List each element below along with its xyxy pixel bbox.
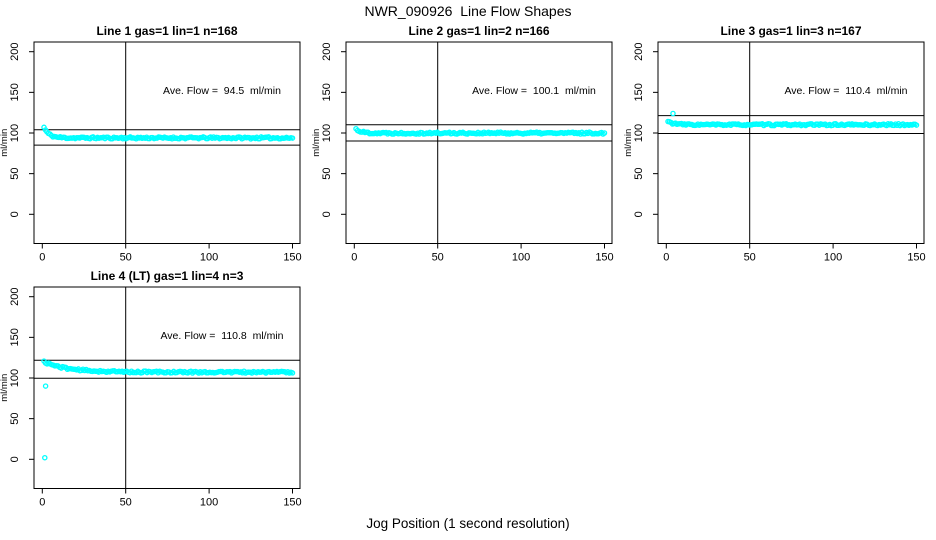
subplot-title: Line 1 gas=1 lin=1 n=168 xyxy=(96,24,238,38)
y-axis: 0 50 100 150 200 xyxy=(9,288,34,462)
plot-box xyxy=(33,41,301,244)
x-tick-label: 0 xyxy=(351,252,357,264)
data-point xyxy=(289,370,296,376)
ave-flow-annotation: Ave. Flow = 100.1 ml/min xyxy=(472,85,596,97)
y-tick-label: 100 xyxy=(633,124,645,142)
x-axis: 0 50 100 150 xyxy=(663,243,926,264)
outlier-point xyxy=(42,383,49,389)
data-points xyxy=(41,358,296,461)
y-tick-label: 150 xyxy=(321,83,333,101)
plot-box xyxy=(657,41,925,244)
y-tick-label: 50 xyxy=(633,168,645,180)
y-axis-label: ml/min xyxy=(0,129,10,157)
y-tick-label: 50 xyxy=(321,168,333,180)
x-tick-label: 150 xyxy=(283,252,301,264)
data-point xyxy=(913,122,920,128)
outlier-point xyxy=(42,454,48,461)
subplot-title: Line 4 (LT) gas=1 lin=4 n=3 xyxy=(90,269,244,283)
x-tick-label: 0 xyxy=(39,252,45,264)
ave-flow-annotation: Ave. Flow = 94.5 ml/min xyxy=(163,85,281,97)
data-points xyxy=(353,125,608,137)
x-tick-label: 50 xyxy=(744,252,756,264)
plot-area: 0 50 100 150 0 50 100 150 200 ml/min xyxy=(624,41,926,264)
y-tick-label: 0 xyxy=(9,211,21,217)
y-axis: 0 50 100 150 200 xyxy=(633,43,658,217)
data-points xyxy=(41,124,296,142)
y-tick-label: 150 xyxy=(9,83,21,101)
y-axis-label: ml/min xyxy=(624,129,634,157)
subplot-title: Line 2 gas=1 lin=2 n=166 xyxy=(408,24,550,38)
x-axis: 0 50 100 150 xyxy=(351,243,614,264)
plot-box xyxy=(345,41,613,244)
ave-flow-annotation: Ave. Flow = 110.4 ml/min xyxy=(784,85,908,97)
y-tick-label: 200 xyxy=(9,43,21,61)
x-tick-label: 100 xyxy=(512,252,530,264)
x-tick-label: 150 xyxy=(283,497,301,509)
y-tick-label: 100 xyxy=(9,124,21,142)
x-tick-label: 50 xyxy=(120,252,132,264)
y-tick-label: 0 xyxy=(9,456,21,462)
subplot-title: Line 3 gas=1 lin=3 n=167 xyxy=(720,24,862,38)
y-axis: 0 50 100 150 200 xyxy=(9,43,34,217)
subplot-line-1: Line 1 gas=1 lin=1 n=168 Ave. Flow = 94.… xyxy=(0,20,312,265)
y-axis: 0 50 100 150 200 xyxy=(321,43,346,217)
y-tick-label: 50 xyxy=(9,168,21,180)
x-axis-global-label: Jog Position (1 second resolution) xyxy=(366,516,570,531)
plot-box xyxy=(33,286,301,489)
y-tick-label: 150 xyxy=(9,328,21,346)
x-tick-label: 150 xyxy=(907,252,925,264)
plot-area: 0 50 100 150 0 50 100 150 200 ml/min xyxy=(0,286,302,509)
outlier-point xyxy=(670,110,676,117)
y-tick-label: 50 xyxy=(9,413,21,425)
y-tick-label: 100 xyxy=(9,369,21,387)
plot-area: 0 50 100 150 0 50 100 150 200 ml/min xyxy=(312,41,614,264)
subplot-line-4: Line 4 (LT) gas=1 lin=4 n=3 Ave. Flow = … xyxy=(0,265,312,510)
x-tick-label: 100 xyxy=(200,252,218,264)
y-tick-label: 0 xyxy=(321,211,333,217)
ave-flow-annotation: Ave. Flow = 110.8 ml/min xyxy=(160,330,284,342)
x-tick-label: 0 xyxy=(663,252,669,264)
x-tick-label: 100 xyxy=(200,497,218,509)
y-tick-label: 200 xyxy=(321,43,333,61)
y-tick-label: 200 xyxy=(633,43,645,61)
subplot-line-2: Line 2 gas=1 lin=2 n=166 Ave. Flow = 100… xyxy=(312,20,624,265)
page-title: NWR_090926 Line Flow Shapes xyxy=(364,3,572,19)
x-axis: 0 50 100 150 xyxy=(39,488,302,509)
subplot-line-3: Line 3 gas=1 lin=3 n=167 Ave. Flow = 110… xyxy=(624,20,936,265)
y-tick-label: 0 xyxy=(633,211,645,217)
data-points xyxy=(665,110,920,129)
data-point xyxy=(289,135,296,141)
y-tick-label: 200 xyxy=(9,288,21,306)
y-axis-label: ml/min xyxy=(312,129,322,157)
y-axis-label: ml/min xyxy=(0,374,10,402)
x-tick-label: 150 xyxy=(595,252,613,264)
data-point xyxy=(601,130,608,136)
plot-area: 0 50 100 150 0 50 100 150 200 ml/min xyxy=(0,41,302,264)
x-tick-label: 100 xyxy=(824,252,842,264)
y-tick-label: 150 xyxy=(633,83,645,101)
x-tick-label: 0 xyxy=(39,497,45,509)
x-tick-label: 50 xyxy=(432,252,444,264)
x-tick-label: 50 xyxy=(120,497,132,509)
y-tick-label: 100 xyxy=(321,124,333,142)
x-axis: 0 50 100 150 xyxy=(39,243,302,264)
